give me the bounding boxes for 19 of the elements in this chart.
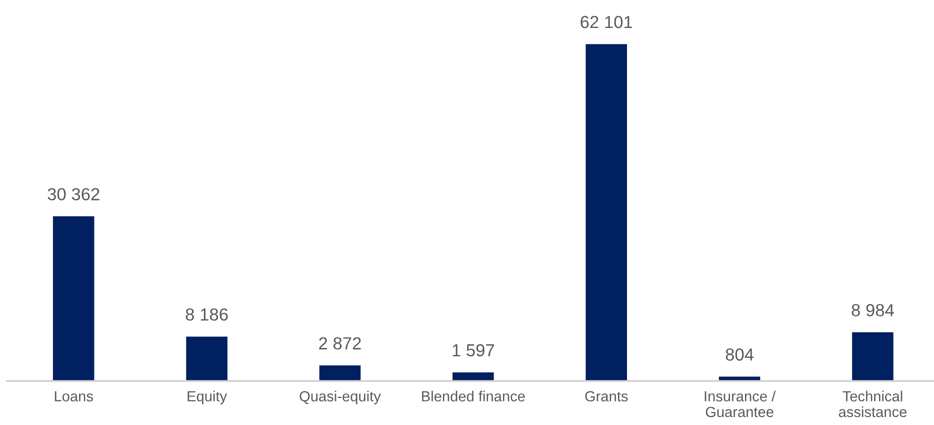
data-label: 804 [726,348,754,361]
data-label: 8 984 [852,304,894,316]
bar [52,216,94,381]
bar [586,44,627,381]
data-label: 30 362 [48,188,100,200]
data-label: 62 101 [580,16,632,28]
bar [319,365,361,381]
data-label: 2 872 [319,337,361,350]
x-tick-label: Loans [54,391,93,402]
data-label: 8 186 [186,308,228,321]
x-tick-label: Insurance / Guarantee [704,390,776,418]
x-tick-label: Grants [585,391,628,402]
x-tick-label: Technical assistance [838,390,907,418]
x-tick-label: Quasi-equity [300,390,381,404]
data-label: 1 597 [452,344,494,356]
x-tick-label: Equity [188,390,228,404]
bar [852,332,894,381]
x-tick-label: Blended finance [422,390,525,402]
bar [186,336,228,381]
